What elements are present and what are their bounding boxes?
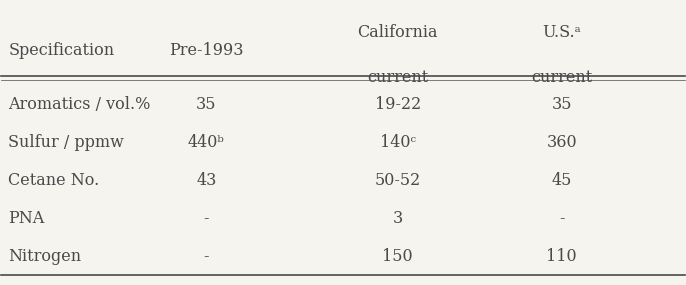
Text: 150: 150 [382,248,413,265]
Text: 50-52: 50-52 [375,172,421,189]
Text: 360: 360 [546,134,577,151]
Text: 35: 35 [196,96,217,113]
Text: Aromatics / vol.%: Aromatics / vol.% [8,96,151,113]
Text: -: - [559,210,565,227]
Text: Specification: Specification [8,42,115,59]
Text: California: California [357,24,438,41]
Text: current: current [531,69,592,86]
Text: 45: 45 [552,172,572,189]
Text: -: - [204,248,209,265]
Text: 19-22: 19-22 [375,96,421,113]
Text: 110: 110 [546,248,577,265]
Text: U.S.ᵃ: U.S.ᵃ [542,24,581,41]
Text: Nitrogen: Nitrogen [8,248,82,265]
Text: 43: 43 [196,172,217,189]
Text: PNA: PNA [8,210,45,227]
Text: Sulfur / ppmw: Sulfur / ppmw [8,134,124,151]
Text: Cetane No.: Cetane No. [8,172,99,189]
Text: 3: 3 [392,210,403,227]
Text: Pre-1993: Pre-1993 [169,42,244,59]
Text: 35: 35 [552,96,572,113]
Text: 140ᶜ: 140ᶜ [379,134,416,151]
Text: -: - [204,210,209,227]
Text: 440ᵇ: 440ᵇ [188,134,225,151]
Text: current: current [367,69,428,86]
